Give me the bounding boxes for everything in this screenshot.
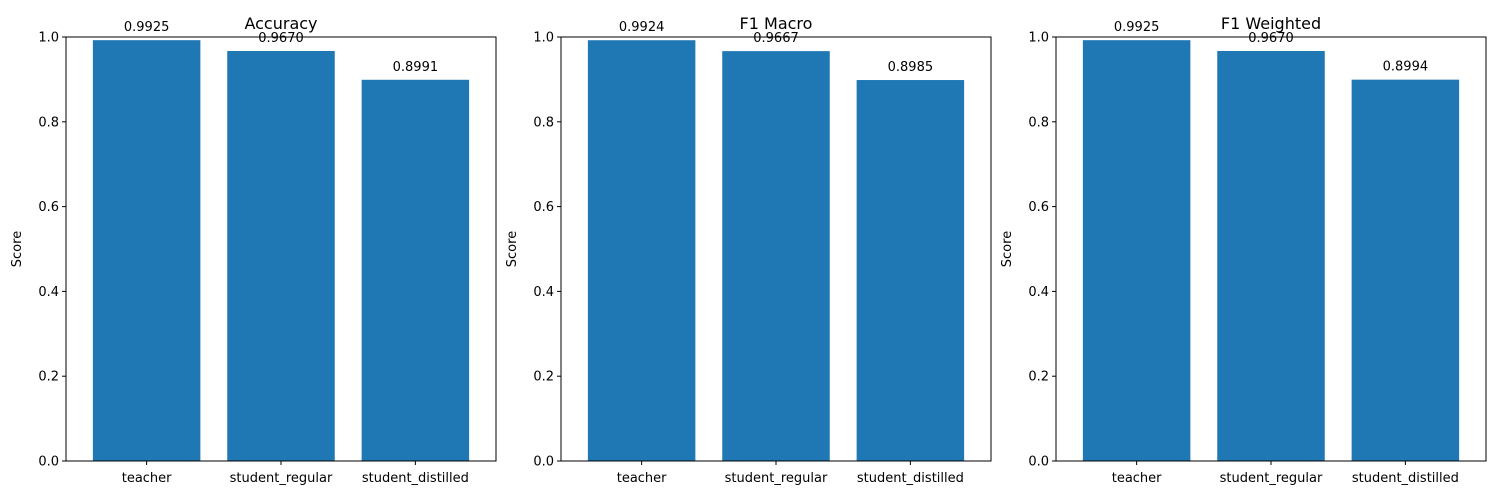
y-tick-label: 1.0 xyxy=(38,31,59,46)
x-tick-label: teacher xyxy=(1112,471,1162,486)
y-tick-label: 0.6 xyxy=(1028,200,1049,215)
value-label: 0.9925 xyxy=(124,20,170,35)
bar-teacher xyxy=(92,40,201,462)
y-tick-label: 1.0 xyxy=(533,31,554,46)
value-label: 0.8994 xyxy=(1383,60,1429,75)
value-label: 0.8985 xyxy=(888,60,934,75)
y-tick-label: 0.4 xyxy=(38,285,59,300)
y-tick-label: 0.2 xyxy=(38,370,59,385)
x-tick-label: student_regular xyxy=(1220,471,1323,486)
chart-title: Accuracy xyxy=(244,14,317,33)
chart-title: F1 Weighted xyxy=(1221,14,1321,33)
bar-teacher xyxy=(1082,40,1191,462)
x-tick-label: student_distilled xyxy=(857,471,964,486)
bar-student-distilled xyxy=(361,79,470,461)
value-label: 0.9925 xyxy=(1114,20,1160,35)
y-axis-label: Score xyxy=(10,231,25,267)
value-label: 0.9670 xyxy=(258,31,304,46)
chart-title: F1 Macro xyxy=(740,14,813,33)
bar-student-distilled xyxy=(1351,79,1460,461)
value-label: 0.9670 xyxy=(1248,31,1294,46)
y-tick-label: 0.6 xyxy=(533,200,554,215)
bar-student-distilled xyxy=(856,80,965,461)
value-label: 0.9924 xyxy=(619,20,665,35)
y-tick-label: 0.2 xyxy=(533,370,554,385)
bar-student-regular xyxy=(1217,50,1325,461)
chart-panel-2: 0.0 0.2 0.4 0.6 0.8 1.0 teacher student_regular… xyxy=(505,14,992,486)
chart-panel-3: 0.0 0.2 0.4 0.6 0.8 1.0 teacher student_regular… xyxy=(1000,14,1487,486)
x-tick-label: teacher xyxy=(617,471,667,486)
chart-panel-1: 0.0 0.2 0.4 0.6 0.8 1.0 teacher student_regular… xyxy=(10,14,497,486)
y-tick-label: 0.8 xyxy=(533,115,554,130)
bar-student-regular xyxy=(722,51,830,461)
x-tick-label: student_distilled xyxy=(362,471,469,486)
x-tick-label: student_regular xyxy=(725,471,828,486)
y-tick-label: 1.0 xyxy=(1028,31,1049,46)
x-tick-label: student_distilled xyxy=(1352,471,1459,486)
y-tick-label: 0.6 xyxy=(38,200,59,215)
y-tick-label: 0.8 xyxy=(38,115,59,130)
y-axis-label: Score xyxy=(505,231,520,267)
bar-student-regular xyxy=(227,50,335,461)
y-tick-label: 0.8 xyxy=(1028,115,1049,130)
y-tick-label: 0.4 xyxy=(533,285,554,300)
x-tick-label: teacher xyxy=(122,471,172,486)
value-label: 0.8991 xyxy=(393,60,439,75)
y-tick-label: 0.0 xyxy=(533,455,554,470)
y-tick-label: 0.0 xyxy=(38,455,59,470)
value-label: 0.9667 xyxy=(753,31,799,46)
y-tick-label: 0.0 xyxy=(1028,455,1049,470)
y-tick-label: 0.2 xyxy=(1028,370,1049,385)
y-tick-label: 0.4 xyxy=(1028,285,1049,300)
x-tick-label: student_regular xyxy=(230,471,333,486)
y-axis-label: Score xyxy=(1000,231,1015,267)
bar-teacher xyxy=(587,40,696,461)
